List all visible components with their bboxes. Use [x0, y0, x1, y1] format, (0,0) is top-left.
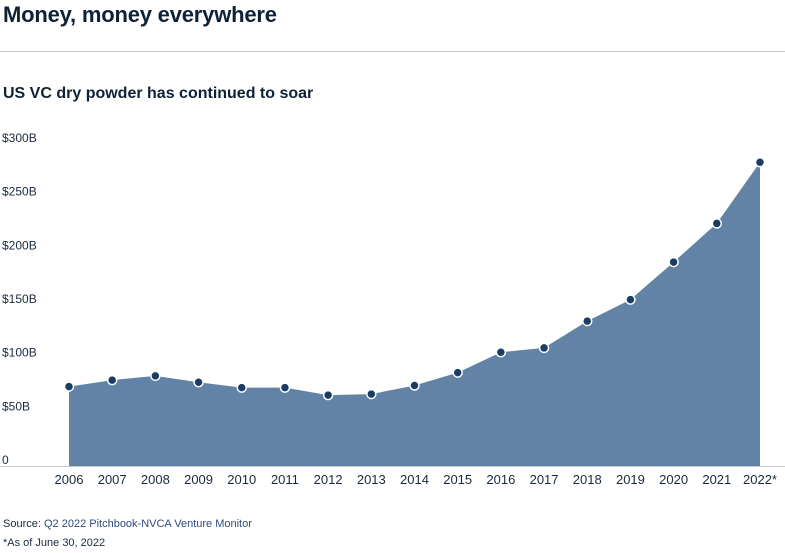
data-point [63, 381, 75, 392]
x-tick-label: 2021 [702, 472, 731, 487]
y-tick-label: $50B [2, 399, 30, 413]
data-point [409, 380, 420, 391]
data-point [711, 218, 723, 229]
x-tick-label: 2006 [55, 472, 84, 487]
data-point [106, 374, 118, 386]
source-link[interactable]: Q2 2022 Pitchbook-NVCA Venture Monitor [43, 518, 252, 530]
x-tick-label: 2012 [314, 472, 343, 487]
headline: Money, money everywhere [3, 2, 277, 27]
data-point [279, 382, 291, 393]
x-axis: 2006 2007 2008 2009 2010 2011 2012 2013 2014 2015… [55, 472, 777, 487]
data-point [452, 367, 463, 378]
x-tick-label: 2015 [443, 472, 472, 487]
source-line: Source: Q2 2022 Pitchbook-NVCA Venture M… [3, 518, 252, 530]
y-axis: 0 $50B $100B $150B $200B $250B $300B [2, 131, 37, 467]
data-point [150, 370, 161, 382]
data-point [754, 156, 766, 168]
data-point [366, 388, 377, 400]
area-series [69, 162, 760, 466]
x-tick-label: 2017 [530, 472, 559, 487]
chart-subtitle: US VC dry powder has continued to soar [3, 85, 314, 102]
source-label: Source: [3, 518, 41, 530]
data-point [538, 342, 550, 354]
x-tick-label: 2018 [573, 472, 602, 487]
data-point [236, 382, 247, 393]
data-point [668, 256, 679, 268]
x-tick-label: 2022* [743, 472, 777, 487]
x-tick-label: 2010 [227, 472, 256, 487]
data-markers [63, 156, 766, 401]
x-tick-label: 2011 [271, 472, 299, 487]
x-tick-label: 2016 [486, 472, 515, 487]
x-tick-label: 2013 [357, 472, 386, 487]
y-tick-label: $300B [2, 131, 37, 145]
data-point [625, 294, 636, 305]
data-point [193, 377, 204, 388]
y-tick-label: $100B [2, 346, 37, 360]
x-tick-label: 2009 [184, 472, 213, 487]
x-tick-label: 2019 [616, 472, 645, 487]
divider [0, 51, 785, 52]
footnote: *As of June 30, 2022 [3, 537, 106, 549]
x-tick-label: 2020 [659, 472, 688, 487]
data-point [322, 389, 334, 401]
data-point [582, 315, 593, 327]
x-tick-label: 2008 [141, 472, 170, 487]
y-tick-label: 0 [2, 453, 9, 467]
y-tick-label: $250B [2, 185, 37, 199]
x-tick-label: 2014 [400, 472, 429, 487]
data-point [495, 346, 507, 358]
y-tick-label: $150B [2, 292, 37, 306]
y-tick-label: $200B [2, 238, 37, 252]
x-tick-label: 2007 [98, 472, 127, 487]
